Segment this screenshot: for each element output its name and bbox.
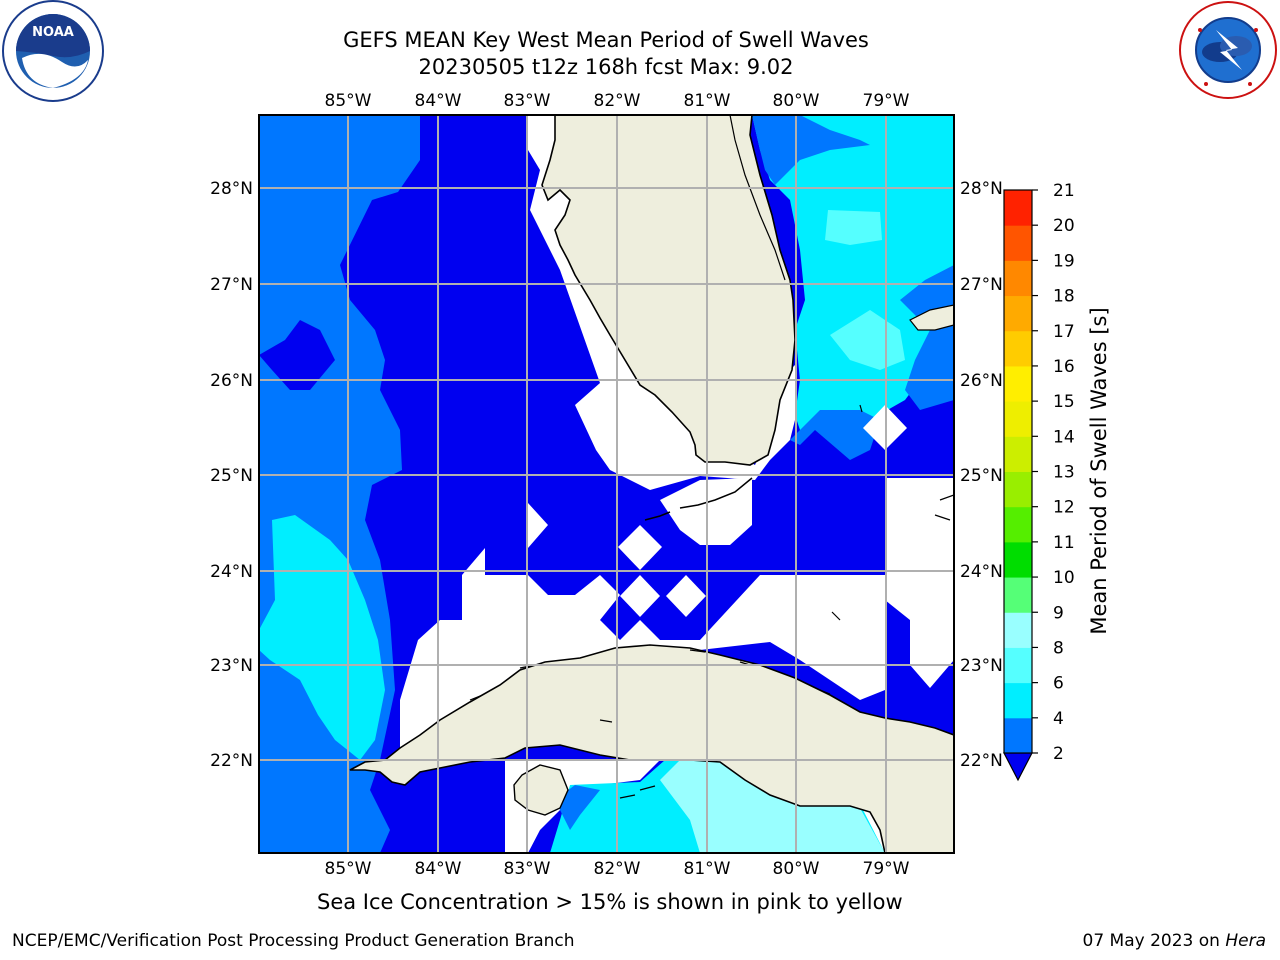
colorbar-tick-label: 21 (1053, 181, 1075, 201)
lon-label: 84°W (415, 91, 462, 111)
lon-label: 81°W (684, 91, 731, 111)
lat-label: 28°N (210, 179, 253, 199)
colorbar-tick-label: 19 (1053, 251, 1075, 271)
lon-label: 81°W (684, 859, 731, 879)
lat-label: 23°N (210, 656, 253, 676)
lon-labels-top: 85°W 84°W 83°W 82°W 81°W 80°W 79°W (325, 91, 910, 111)
nodata-east-cuba (885, 478, 954, 688)
swell-band-mid-east-lower (790, 410, 880, 460)
lon-label: 83°W (504, 91, 551, 111)
graticule (259, 115, 954, 853)
svg-text:NOAA: NOAA (32, 25, 74, 40)
lat-label: 24°N (210, 562, 253, 582)
colorbar-tick-label: 20 (1053, 216, 1075, 236)
swell-band-pale-south (660, 760, 885, 853)
lon-label: 80°W (773, 859, 820, 879)
florida-keys-line (679, 477, 753, 509)
footer-date-text: 07 May 2023 on (1082, 931, 1226, 951)
colorbar-segment (1004, 717, 1032, 754)
colorbar-tick-label: 9 (1053, 603, 1064, 623)
colorbar-segment (1004, 506, 1032, 543)
nodata-diamond-3 (666, 575, 706, 617)
colorbar-segment (1004, 436, 1032, 472)
lon-label: 80°W (773, 91, 820, 111)
florida-lagoon (729, 115, 786, 281)
swell-band-cyan-west (259, 515, 385, 760)
footer-credit: NCEP/EMC/Verification Post Processing Pr… (12, 931, 575, 951)
lat-labels-right: 28°N 27°N 26°N 25°N 24°N 23°N 22°N (960, 179, 1003, 771)
colorbar-tick-label: 18 (1053, 287, 1075, 307)
colorbar-segment (1004, 190, 1032, 226)
lon-label: 85°W (325, 91, 372, 111)
lon-label: 84°W (415, 859, 462, 879)
footer-host: Hera (1225, 931, 1266, 951)
colorbar-tick-label: 4 (1053, 709, 1064, 729)
footer-date: 07 May 2023 on Hera (1083, 931, 1267, 951)
colorbar-segment (1004, 365, 1032, 402)
lat-label: 25°N (210, 466, 253, 486)
colorbar-segment (1004, 682, 1032, 719)
lat-label: 28°N (960, 179, 1003, 199)
lat-label: 24°N (960, 562, 1003, 582)
lon-labels-bottom: 85°W 84°W 83°W 82°W 81°W 80°W 79°W (325, 859, 910, 879)
chart-title: GEFS MEAN Key West Mean Period of Swell … (343, 28, 869, 52)
map-plot-area (259, 115, 954, 853)
lat-label: 22°N (210, 751, 253, 771)
lon-label: 79°W (863, 859, 910, 879)
colorbar-tick-label: 16 (1053, 357, 1075, 377)
colorbar-segment (1004, 225, 1032, 261)
lon-label: 82°W (594, 859, 641, 879)
colorbar-tick-label: 15 (1053, 392, 1075, 412)
lat-label: 23°N (960, 656, 1003, 676)
lat-label: 26°N (210, 371, 253, 391)
colorbar: 2 4 6 8 9 10 11 12 13 14 15 16 17 18 19 20 21 (1003, 181, 1075, 782)
lat-label: 27°N (210, 275, 253, 295)
colorbar-segment (1004, 471, 1032, 508)
noaa-logo: NOAA (2, 0, 104, 102)
sea-ice-note: Sea Ice Concentration > 15% is shown in … (317, 890, 903, 914)
lat-label: 22°N (960, 751, 1003, 771)
lon-label: 79°W (863, 91, 910, 111)
lon-label: 83°W (504, 859, 551, 879)
nodata-diamond-2 (620, 575, 660, 617)
lon-label: 85°W (325, 859, 372, 879)
swell-band-mid-east-right (900, 265, 954, 410)
lat-labels-left: 28°N 27°N 26°N 25°N 24°N 23°N 22°N (210, 179, 253, 771)
colorbar-segment (1004, 577, 1032, 613)
colorbar-segment (1004, 295, 1032, 332)
swell-band-mid-northwest (259, 320, 335, 390)
bahamas-andros (909, 304, 954, 331)
lat-label: 27°N (960, 275, 1003, 295)
colorbar-tick-label: 14 (1053, 427, 1075, 447)
colorbar-tick-label: 6 (1053, 674, 1064, 694)
chart-subtitle: 20230505 t12z 168h fcst Max: 9.02 (418, 55, 794, 79)
nws-logo (1179, 1, 1277, 99)
colorbar-segment (1004, 647, 1032, 684)
lon-label: 82°W (594, 91, 641, 111)
colorbar-extend-arrow (1003, 752, 1033, 782)
colorbar-segment (1004, 541, 1032, 578)
colorbar-segment (1004, 330, 1032, 367)
colorbar-label: Mean Period of Swell Waves [s] (1087, 307, 1111, 634)
nodata-diamond-1 (618, 525, 662, 570)
colorbar-tick-label: 17 (1053, 322, 1075, 342)
colorbar-tick-label: 8 (1053, 638, 1064, 658)
colorbar-segment (1004, 260, 1032, 297)
bahamas-islands (831, 404, 954, 621)
swell-band-mid-south-left (555, 785, 600, 830)
colorbar-tick-label: 11 (1053, 533, 1075, 553)
colorbar-tick-label: 10 (1053, 568, 1075, 588)
lat-label: 25°N (960, 466, 1003, 486)
lat-label: 26°N (960, 371, 1003, 391)
florida-keys-line-2 (644, 511, 671, 521)
map-frame (258, 114, 955, 854)
colorbar-segment (1004, 612, 1032, 648)
colorbar-tick-label: 12 (1053, 498, 1075, 518)
colorbar-segment (1004, 401, 1032, 437)
swell-band-lightcyan-east (825, 210, 882, 245)
colorbar-tick-label: 2 (1053, 744, 1064, 764)
swell-band-mid-east-top (752, 115, 870, 185)
colorbar-tick-label: 13 (1053, 463, 1075, 483)
